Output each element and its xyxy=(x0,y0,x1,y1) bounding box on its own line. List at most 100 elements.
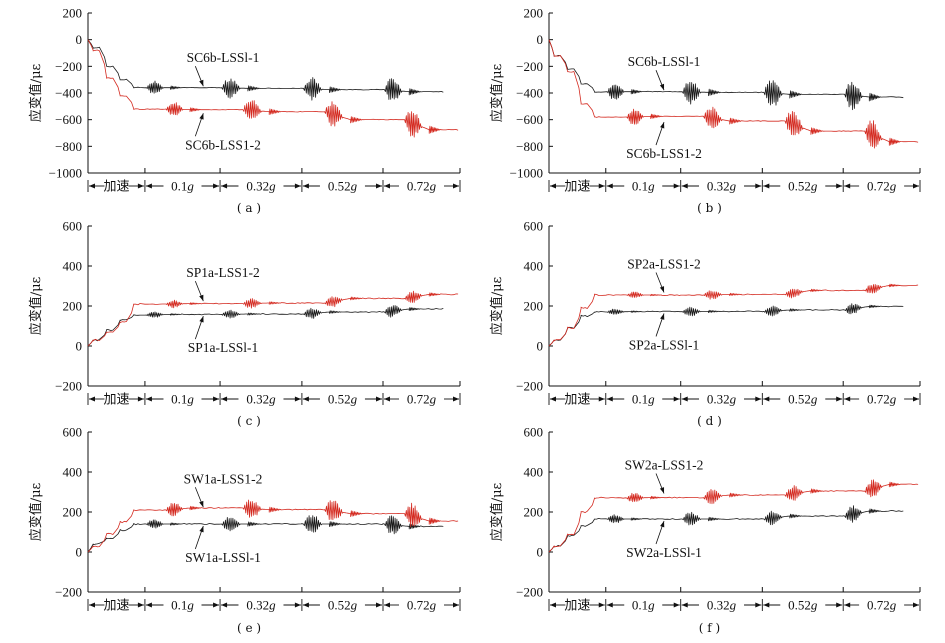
arrow-head-icon xyxy=(659,83,665,91)
y-tick-label: −200 xyxy=(55,585,82,600)
arrow-right-icon xyxy=(913,602,919,608)
y-tick-label: 0 xyxy=(537,339,544,354)
y-tick-label: −400 xyxy=(55,86,82,101)
x-segment-label: 0.32g xyxy=(707,392,737,407)
arrow-left-icon xyxy=(844,602,851,608)
arrow-right-icon xyxy=(755,183,762,189)
y-tick-label: −600 xyxy=(55,112,82,127)
chart-panel-a: 200 0 −200 −400 −600 −800 −1000 应变值/με 加速 0.1g 0.3… xyxy=(28,6,461,215)
arrow-left-icon xyxy=(383,183,390,189)
y-tick-label: 400 xyxy=(63,259,83,274)
arrow-head-icon xyxy=(660,521,665,528)
y-tick-label: 600 xyxy=(524,219,544,234)
y-tick-label: 0 xyxy=(76,339,83,354)
y-tick-label: 400 xyxy=(63,465,83,480)
arrow-head-icon xyxy=(659,286,665,293)
x-segment-label: 0.1g xyxy=(632,392,655,407)
arrow-head-icon xyxy=(199,294,204,302)
series-annotation: SP1a-LSSl-1 xyxy=(188,340,259,355)
arrow-left-icon xyxy=(606,396,613,402)
arrow-right-icon xyxy=(913,183,919,189)
x-segment-label: 0.52g xyxy=(788,179,818,194)
arrow-left-icon xyxy=(550,183,556,189)
x-segment-label: 0.1g xyxy=(632,598,655,613)
y-axis-label: 应变值/με xyxy=(28,482,44,541)
x-segment-label: 0.72g xyxy=(407,392,437,407)
y-tick-label: 600 xyxy=(63,219,83,234)
x-segment-label: 0.72g xyxy=(867,179,897,194)
arrow-right-icon xyxy=(673,602,680,608)
x-segment-label: 加速 xyxy=(103,598,129,613)
series-line-sw2a-lssl-1 xyxy=(548,505,904,553)
y-tick-label: 0 xyxy=(76,545,83,560)
arrow-left-icon xyxy=(606,183,613,189)
y-tick-label: 400 xyxy=(524,465,544,480)
panel-caption: ( b ) xyxy=(697,201,722,215)
x-segment-label: 0.32g xyxy=(707,598,737,613)
arrow-right-icon xyxy=(673,396,680,402)
series-annotation: SW2a-LSS1-2 xyxy=(625,458,704,473)
x-segment-label: 0.32g xyxy=(246,179,276,194)
y-tick-label: 0 xyxy=(76,32,83,47)
y-axis-label: 应变值/με xyxy=(489,63,505,122)
series-line-sc6b-lssl-1 xyxy=(548,39,904,111)
arrow-right-icon xyxy=(137,602,144,608)
arrow-left-icon xyxy=(302,602,309,608)
y-axis-label: 应变值/με xyxy=(489,276,505,335)
arrow-left-icon xyxy=(89,396,95,402)
chart-panel-b: 200 0 −200 −400 −600 −800 −1000 应变值/με 加速 0.1g 0.3… xyxy=(489,6,921,215)
arrow-left-icon xyxy=(302,396,309,402)
arrow-left-icon xyxy=(302,183,309,189)
arrow-right-icon xyxy=(375,602,382,608)
arrow-head-icon xyxy=(659,487,665,494)
arrow-left-icon xyxy=(681,183,688,189)
arrow-head-icon xyxy=(199,113,204,120)
arrow-right-icon xyxy=(375,396,382,402)
arrow-right-icon xyxy=(598,396,605,402)
x-segment-label: 加速 xyxy=(103,392,129,407)
series-annotation: SP1a-LSS1-2 xyxy=(186,265,260,280)
arrow-right-icon xyxy=(294,183,301,189)
series-line-sp1a-lssl-1 xyxy=(87,305,444,347)
arrow-head-icon xyxy=(199,79,204,87)
arrow-left-icon xyxy=(550,602,556,608)
series-line-sc6b-lssl-1 xyxy=(87,39,444,101)
y-tick-label: 200 xyxy=(524,299,544,314)
x-segment-label: 0.32g xyxy=(707,179,737,194)
series-line-sw2a-lss1-2 xyxy=(548,479,919,553)
arrow-right-icon xyxy=(213,396,220,402)
arrow-right-icon xyxy=(213,602,220,608)
y-axis-label: 应变值/με xyxy=(28,276,44,335)
arrow-left-icon xyxy=(763,183,770,189)
arrow-right-icon xyxy=(598,183,605,189)
chart-panel-e: 600 400 200 0 −200 应变值/με 加速 0.1g 0.32g 0.52g 0.72… xyxy=(28,425,461,635)
x-segment-label: 0.72g xyxy=(867,598,897,613)
y-tick-label: 0 xyxy=(537,545,544,560)
y-tick-label: −400 xyxy=(516,86,543,101)
series-annotation: SC6b-LSS1-2 xyxy=(626,146,702,161)
panel-caption: ( f ) xyxy=(699,621,720,635)
arrow-head-icon xyxy=(199,526,204,533)
arrow-left-icon xyxy=(89,602,95,608)
y-tick-label: −800 xyxy=(516,139,543,154)
arrow-left-icon xyxy=(145,602,152,608)
arrow-head-icon xyxy=(199,500,204,508)
arrow-left-icon xyxy=(550,396,556,402)
series-line-sp2a-lssl-1 xyxy=(548,303,904,347)
y-tick-label: −600 xyxy=(516,112,543,127)
arrow-right-icon xyxy=(453,602,459,608)
y-axis-label: 应变值/με xyxy=(489,482,505,541)
y-tick-label: −200 xyxy=(516,59,543,74)
x-segment-label: 加速 xyxy=(564,598,590,613)
series-annotation: SC6b-LSSl-1 xyxy=(628,54,701,69)
arrow-left-icon xyxy=(145,183,152,189)
series-annotation: SP2a-LSS1-2 xyxy=(627,257,701,272)
arrow-head-icon xyxy=(660,313,665,320)
arrow-left-icon xyxy=(681,396,688,402)
y-tick-label: 400 xyxy=(524,259,544,274)
arrow-head-icon xyxy=(660,122,665,129)
series-annotation: SP2a-LSSl-1 xyxy=(629,337,700,352)
arrow-right-icon xyxy=(294,396,301,402)
arrow-right-icon xyxy=(836,396,843,402)
